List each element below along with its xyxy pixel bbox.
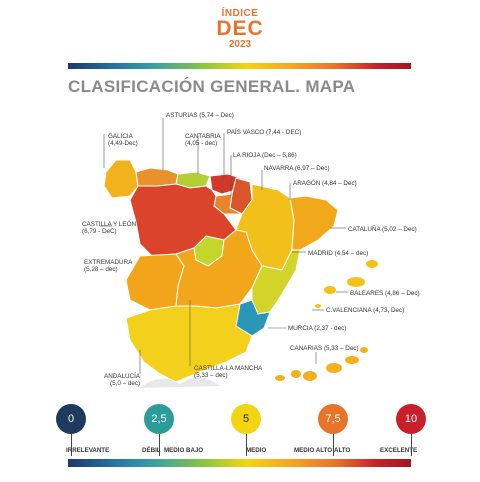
scale-circle-0: 0	[56, 404, 86, 434]
label-pais-vasco: PAÍS VASCO (7,44 - DEC)	[227, 127, 301, 136]
scale-tick	[159, 434, 160, 456]
label-cantabria-value: (4,05 - dec)	[185, 140, 217, 147]
scale-label-alto: ALTO	[334, 447, 351, 454]
region-asturias[interactable]	[135, 167, 179, 187]
region-c-valenciana[interactable]	[251, 249, 301, 315]
scale-value-10: 10	[404, 412, 418, 425]
scale-label-medio: MEDIO	[246, 447, 267, 454]
header-dec: DEC	[216, 17, 264, 40]
scale-label-excelente: EXCELENTE	[380, 447, 418, 454]
scale-value-5: 5	[242, 412, 250, 425]
label-extremadura-value: (5,28 – dec)	[84, 266, 118, 273]
label-andalucia-name: ANDALUCÍA	[104, 371, 141, 380]
scale-value-75: 7,5	[325, 412, 341, 425]
header-year: 2023	[228, 39, 252, 50]
scale-label-irrelevante: IRRELEVANTE	[66, 447, 110, 454]
label-cyl-value: (6,79 - DeC)	[82, 228, 117, 235]
scale-label-debil: DÉBIL	[142, 447, 161, 454]
label-cyl-name: CASTILLA Y LEÓN	[82, 219, 136, 228]
label-cantabria-name: CANTABRIA	[185, 133, 221, 140]
region-castilla-la-mancha[interactable]	[175, 229, 263, 309]
top-gradient-bar	[68, 63, 411, 69]
scale-tick	[333, 434, 334, 456]
scale-circle-75: 7,5	[318, 404, 348, 434]
label-cataluna: CATALUÑA (5,02 – Dec)	[348, 224, 417, 233]
label-navarra: NAVARRA (6,97 – Dec)	[264, 165, 330, 172]
scale-circle-5: 5	[231, 404, 261, 434]
region-galicia[interactable]	[103, 159, 139, 199]
region-extremadura[interactable]	[125, 253, 185, 311]
label-galicia-name: GALICIA	[108, 133, 134, 140]
index-header: ÍNDICE DEC 2023	[0, 8, 480, 50]
label-extremadura-name: EXTREMADURA	[84, 259, 133, 266]
scale-value-25: 2,5	[151, 412, 167, 425]
scale-label-medio-alto: MEDIO ALTO	[294, 447, 333, 454]
label-cvalenciana: C.VALENCIANA (4,73, Dec)	[326, 307, 404, 314]
region-cataluna[interactable]	[289, 195, 339, 251]
region-canarias[interactable]	[275, 347, 368, 381]
label-asturias: ASTURIAS (5,74 – Dec)	[166, 112, 234, 119]
scale-circle-10: 10	[396, 404, 426, 434]
scale-value-0: 0	[67, 412, 75, 425]
label-murcia: MURCIA (2,37 - dec)	[288, 325, 346, 332]
label-la-rioja: LA RIOJA (Dec – 5,86)	[233, 152, 297, 159]
bottom-gradient-bar	[68, 459, 411, 467]
label-canarias: CANARIAS (5,33 – Dec)	[290, 345, 359, 352]
decorative-hill	[140, 377, 220, 388]
header-indice: ÍNDICE	[221, 8, 259, 19]
label-aragon: ARAGÓN (4,84 – Dec)	[293, 178, 357, 187]
label-clm-value: (5,33 – dec)	[194, 372, 228, 379]
scale-tick	[246, 434, 247, 456]
label-baleares: BALEARES (4,86 – Dec)	[350, 290, 420, 297]
label-galicia-value: (4,49-Dec)	[108, 140, 138, 147]
section-title: CLASIFICACIÓN GENERAL. MAPA	[68, 77, 356, 96]
scale-tick	[71, 434, 72, 456]
scale-tick	[411, 434, 412, 456]
scale-label-medio-bajo: MEDIO BAJO	[164, 447, 204, 454]
scale-circle-25: 2,5	[144, 404, 174, 434]
label-madrid: MADRID (4,54 – dec)	[308, 250, 368, 257]
region-andalucia[interactable]	[125, 303, 253, 383]
label-clm-name: CASTILLA-LA MANCHA	[194, 365, 263, 372]
region-baleares[interactable]	[315, 260, 378, 308]
label-andalucia-value: (5,0 – dec)	[110, 380, 140, 387]
